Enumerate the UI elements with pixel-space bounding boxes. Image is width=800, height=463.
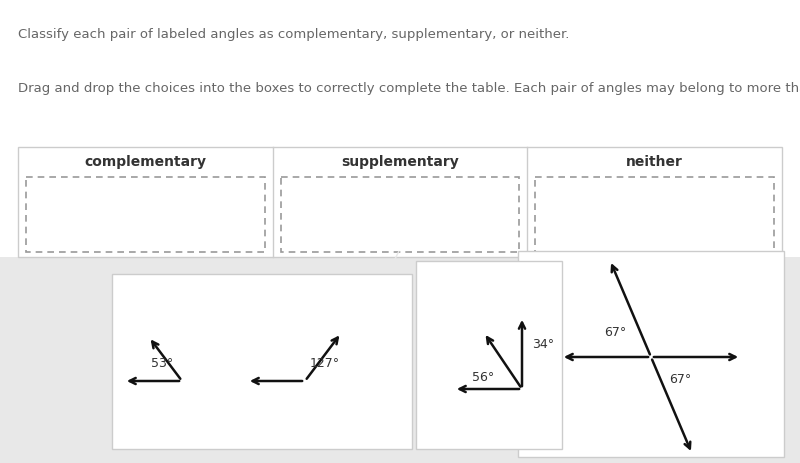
Text: 56°: 56° bbox=[472, 371, 494, 384]
Text: neither: neither bbox=[626, 155, 683, 169]
Bar bbox=[416, 262, 562, 449]
Bar bbox=[518, 251, 784, 457]
Bar bbox=[112, 275, 412, 449]
Text: 34°: 34° bbox=[532, 338, 554, 351]
Bar bbox=[26, 178, 265, 252]
Bar bbox=[281, 178, 519, 252]
Text: Drag and drop the choices into the boxes to correctly complete the table. Each p: Drag and drop the choices into the boxes… bbox=[18, 82, 800, 95]
Text: Classify each pair of labeled angles as complementary, supplementary, or neither: Classify each pair of labeled angles as … bbox=[18, 28, 570, 41]
Bar bbox=[535, 178, 774, 252]
Text: 67°: 67° bbox=[669, 373, 691, 386]
Text: supplementary: supplementary bbox=[341, 155, 459, 169]
Bar bbox=[18, 148, 782, 257]
Bar bbox=[0, 257, 800, 463]
Text: 53°: 53° bbox=[151, 357, 173, 369]
Text: 127°: 127° bbox=[310, 357, 340, 369]
Text: 67°: 67° bbox=[604, 326, 626, 339]
Text: complementary: complementary bbox=[84, 155, 206, 169]
